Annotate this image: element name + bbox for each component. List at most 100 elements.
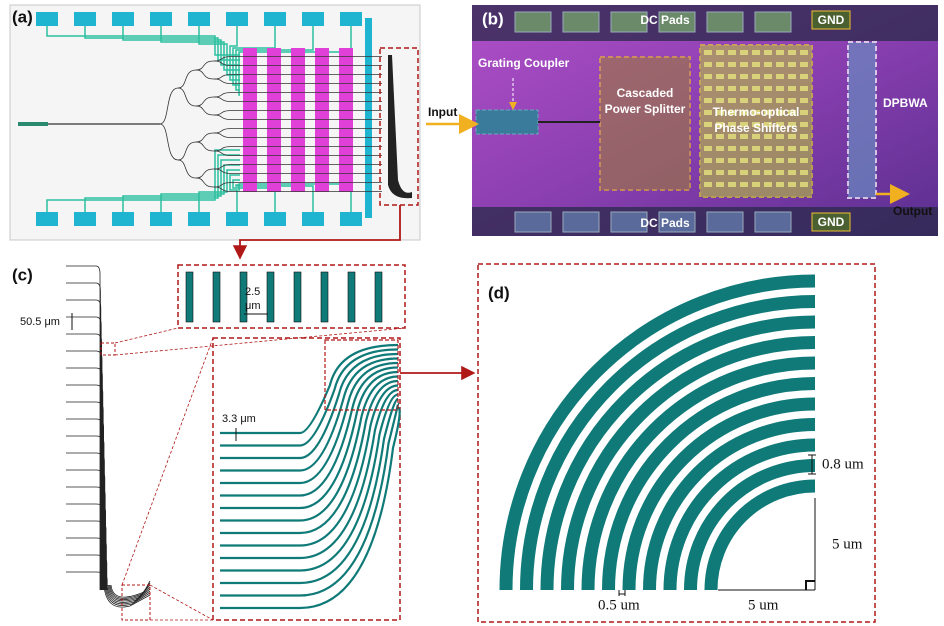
heater-cell [752, 50, 760, 55]
heater-cell [728, 158, 736, 163]
wg-stub [66, 300, 101, 590]
heater-cell [716, 86, 724, 91]
wg-stub [66, 436, 104, 590]
heater-cell [740, 158, 748, 163]
ring-width-label: 0.8 um [822, 456, 864, 472]
heater-cell [788, 74, 796, 79]
heater-cell [788, 62, 796, 67]
photo-pad [707, 12, 743, 32]
wg-stub [66, 317, 101, 590]
heater-cell [800, 146, 808, 151]
heater-cell [704, 74, 712, 79]
heater-cell [740, 62, 748, 67]
heater-cell [752, 146, 760, 151]
heater-cell [764, 50, 772, 55]
heater-cell [728, 86, 736, 91]
heater-cell [776, 170, 784, 175]
photo-pad [755, 12, 791, 32]
pad [302, 212, 324, 226]
heater-cell [800, 158, 808, 163]
photo-pad [563, 212, 599, 232]
heater-cell [740, 74, 748, 79]
heater [291, 48, 305, 192]
pad [188, 212, 210, 226]
heater-cell [728, 62, 736, 67]
zoom-line [122, 338, 213, 585]
wg-stub [66, 351, 102, 590]
wg-bar [348, 272, 355, 322]
heater-cell [728, 50, 736, 55]
pad [150, 12, 172, 26]
pad [150, 212, 172, 226]
panel-label: (d) [488, 283, 510, 302]
heater-cell [716, 74, 724, 79]
panel-a [10, 5, 420, 256]
panel-b [426, 5, 938, 236]
photo-pad [515, 12, 551, 32]
heater-cell [716, 62, 724, 67]
heater-cell [704, 170, 712, 175]
heater-cell [704, 158, 712, 163]
heater-cell [788, 146, 796, 151]
heater-cell [788, 158, 796, 163]
heater-cell [764, 170, 772, 175]
heater [243, 48, 257, 192]
grating-label: Grating Coupler [478, 56, 570, 70]
pad [36, 212, 58, 226]
radius-label: 5 um [748, 597, 779, 613]
heater-cell [800, 86, 808, 91]
wg-stub [66, 334, 102, 590]
heater-cell [740, 98, 748, 103]
pad [74, 212, 96, 226]
heater-cell [764, 158, 772, 163]
heater-cell [764, 182, 772, 187]
heater-cell [776, 182, 784, 187]
zoom-box-top [178, 265, 405, 328]
panel-c [66, 265, 472, 620]
heater-cell [788, 98, 796, 103]
heater-cell [704, 122, 712, 127]
heater-cell [704, 62, 712, 67]
wg-stub [66, 419, 104, 590]
heater-cell [764, 86, 772, 91]
heater-cell [764, 98, 772, 103]
gnd-label: GND [818, 215, 845, 229]
spacing-label: 3.3 μm [222, 413, 256, 425]
dpbwa-box [848, 42, 876, 198]
panel-d [478, 264, 875, 622]
heater-cell [740, 170, 748, 175]
pad [74, 12, 96, 26]
heater-cell [704, 110, 712, 115]
heater-cell [800, 50, 808, 55]
panel-label: (c) [12, 265, 33, 284]
shifter-label: Thermo-optical [713, 105, 800, 119]
splitter-box [600, 57, 690, 190]
wg-bar [294, 272, 301, 322]
pitch-label: 50.5 μm [20, 316, 60, 328]
wg-bar [213, 272, 220, 322]
heater-cell [728, 170, 736, 175]
gap-label: 2.5 [245, 286, 260, 298]
heater-cell [788, 50, 796, 55]
pad-label: DC Pads [640, 216, 690, 230]
pad [226, 212, 248, 226]
input-label: Input [428, 105, 457, 119]
heater-cell [752, 98, 760, 103]
heater-cell [776, 62, 784, 67]
dpbwa-label: DPBWA [883, 96, 928, 110]
pad-label: DC Pads [640, 13, 690, 27]
photo-pad [515, 212, 551, 232]
heater-cell [788, 86, 796, 91]
page: {"panels": { "a": {"label": "(a)"}, "b":… [0, 0, 944, 626]
wg-stub [66, 368, 102, 590]
heater-cell [716, 182, 724, 187]
heater-cell [764, 62, 772, 67]
wg-bar [375, 272, 382, 322]
pad [302, 12, 324, 26]
pad-strip [365, 18, 372, 218]
pad [264, 12, 286, 26]
dim-bracket [619, 590, 625, 596]
gap-label: μm [245, 300, 261, 312]
heater [267, 48, 281, 192]
heater-cell [704, 50, 712, 55]
